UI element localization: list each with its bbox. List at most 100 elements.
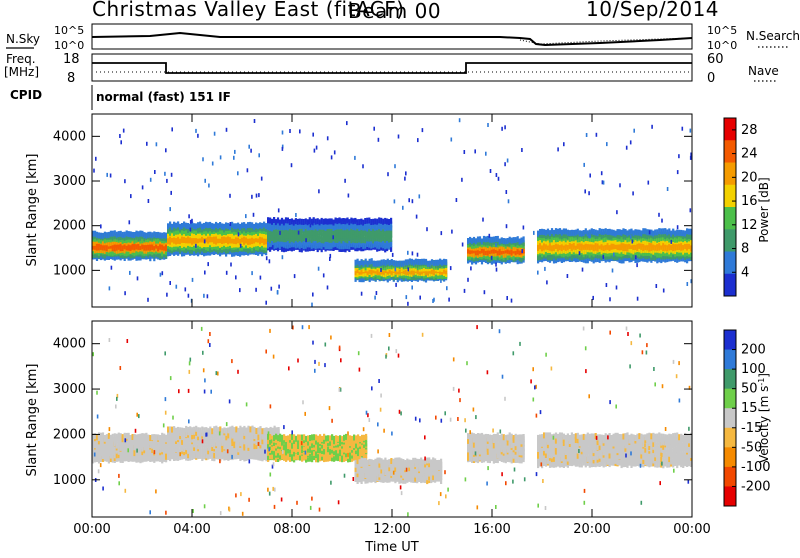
scatter-cell — [100, 233, 102, 239]
scatter-cell — [167, 223, 169, 229]
scatter-cell — [171, 427, 173, 433]
scatter-cell — [274, 426, 276, 432]
scatter-cell — [239, 251, 241, 257]
scatter-cell — [195, 426, 197, 432]
colorbar-swatch — [724, 185, 736, 208]
scatter-cell — [555, 228, 557, 234]
scatter-cell — [626, 230, 628, 236]
scatter-cell — [350, 218, 352, 224]
scatter-cell — [506, 224, 508, 228]
scatter-cell — [411, 259, 413, 265]
scatter-cell — [364, 218, 366, 224]
scatter-cell — [137, 434, 139, 440]
scatter-cell — [501, 237, 503, 243]
scatter-cell — [607, 229, 609, 235]
scatter-cell — [344, 179, 346, 183]
scatter-cell — [583, 163, 585, 167]
scatter-cell — [202, 157, 204, 161]
scatter-cell — [475, 238, 477, 244]
scatter-cell — [133, 232, 135, 238]
scatter-cell — [660, 228, 662, 234]
scatter-cell — [366, 460, 368, 466]
scatter-cell — [261, 223, 263, 229]
scatter-cell — [253, 427, 255, 433]
scatter-cell — [658, 228, 660, 234]
scatter-cell — [312, 221, 314, 225]
scatter-cell — [122, 232, 124, 238]
scatter-cell — [130, 435, 132, 441]
scatter-cell — [164, 172, 166, 176]
scatter-cell — [185, 223, 187, 229]
scatter-cell — [533, 231, 535, 235]
scatter-cell — [153, 434, 155, 440]
scatter-cell — [102, 233, 104, 239]
scatter-cell — [183, 222, 185, 228]
scatter-cell — [106, 232, 108, 238]
scatter-cell — [412, 251, 414, 255]
scatter-cell — [628, 229, 630, 235]
scatter-cell — [142, 185, 144, 189]
scatter-cell — [110, 435, 112, 441]
scatter-cell — [120, 231, 122, 237]
scatter-cell — [301, 435, 303, 441]
scatter-cell — [235, 440, 237, 446]
scatter-cell — [203, 294, 205, 298]
scatter-cell — [638, 230, 640, 236]
scatter-cell — [674, 231, 676, 237]
freq-label: Freq. — [6, 52, 36, 66]
scatter-cell — [690, 129, 692, 133]
scatter-cell — [648, 242, 650, 248]
scatter-cell — [289, 219, 291, 225]
scatter-cell — [265, 301, 267, 305]
scatter-cell — [323, 219, 325, 225]
scatter-cell — [456, 198, 458, 202]
scatter-cell — [281, 435, 283, 441]
scatter-cell — [147, 435, 149, 441]
scatter-cell — [278, 208, 280, 212]
scatter-cell — [199, 222, 201, 228]
scatter-cell — [207, 428, 209, 434]
scatter-cell — [605, 228, 607, 234]
y-tick-label: 4000 — [53, 129, 86, 144]
scatter-cell — [299, 129, 301, 133]
scatter-cell — [245, 224, 247, 230]
colorbar-tick-label: 28 — [741, 123, 758, 138]
scatter-cell — [237, 223, 239, 229]
scatter-cell — [171, 224, 173, 230]
scatter-cell — [169, 222, 171, 228]
scatter-cell — [376, 219, 378, 225]
scatter-cell — [658, 242, 660, 248]
scatter-cell — [137, 231, 139, 237]
scatter-cell — [636, 263, 638, 267]
scatter-cell — [275, 434, 277, 440]
scatter-cell — [316, 146, 318, 150]
scatter-cell — [539, 229, 541, 235]
scatter-cell — [169, 426, 171, 432]
scatter-cell — [690, 208, 692, 212]
scatter-cell — [171, 127, 173, 131]
scatter-cell — [575, 240, 577, 246]
cpid-label: CPID — [10, 88, 42, 102]
scatter-cell — [561, 230, 563, 236]
date-label: 10/Sep/2014 — [586, 0, 719, 21]
scatter-cell — [209, 427, 211, 433]
scatter-cell — [359, 459, 361, 465]
scatter-cell — [652, 231, 654, 237]
scatter-cell — [312, 133, 314, 137]
scatter-cell — [445, 259, 447, 265]
scatter-cell — [112, 231, 114, 237]
scatter-cell — [513, 237, 515, 243]
scatter-cell — [110, 231, 112, 237]
scatter-cell — [313, 434, 315, 440]
scatter-cell — [289, 237, 291, 243]
scatter-cell — [517, 236, 519, 242]
scatter-cell — [197, 134, 199, 138]
scatter-cell — [390, 218, 392, 224]
scatter-cell — [160, 273, 162, 277]
scatter-cell — [212, 162, 214, 166]
scatter-cell — [403, 261, 405, 267]
scatter-cell — [231, 222, 233, 228]
scatter-cell — [339, 435, 341, 441]
scatter-cell — [269, 434, 271, 440]
